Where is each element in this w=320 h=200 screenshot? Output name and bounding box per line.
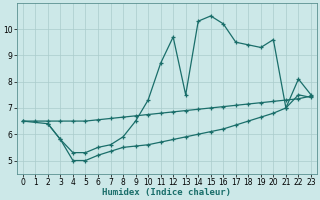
X-axis label: Humidex (Indice chaleur): Humidex (Indice chaleur): [102, 188, 231, 197]
